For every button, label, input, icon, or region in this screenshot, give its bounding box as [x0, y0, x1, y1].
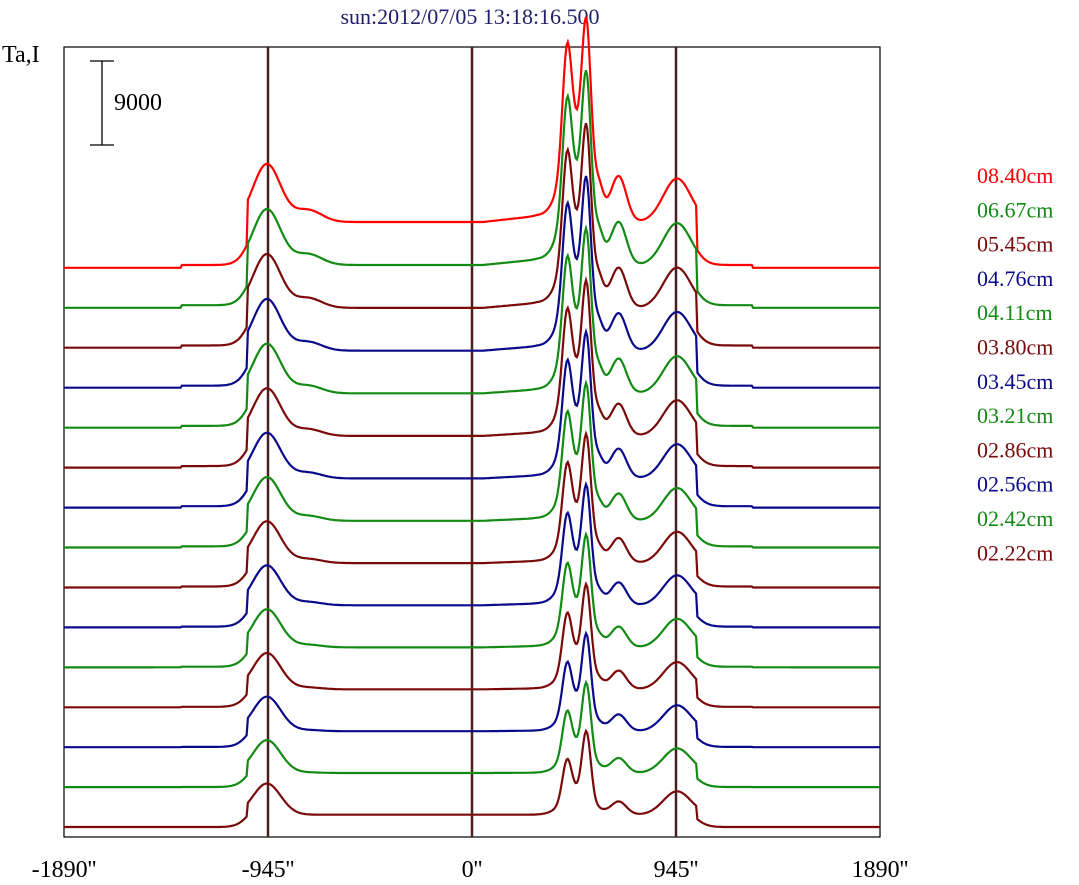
series-line	[64, 728, 880, 829]
legend-entry: 04.11cm	[977, 300, 1053, 325]
series-line	[64, 630, 880, 749]
legend-entry: 03.21cm	[977, 403, 1053, 428]
legend-entry: 05.45cm	[977, 232, 1053, 257]
series-line	[64, 430, 880, 589]
x-tick-label: 0''	[462, 857, 483, 883]
legend-entry: 02.86cm	[977, 437, 1053, 462]
series-line	[64, 175, 880, 389]
series-line	[64, 581, 880, 709]
chart-title: sun:2012/07/05 13:18:16.500	[340, 4, 599, 29]
legend-entry: 02.22cm	[977, 540, 1053, 565]
series-line	[64, 69, 880, 309]
series-line	[64, 679, 880, 789]
series-line	[64, 379, 880, 549]
y-axis-label: Ta,I	[2, 42, 40, 68]
scale-bar-label: 9000	[114, 90, 162, 116]
series-line	[64, 327, 880, 509]
x-tick-labels: -1890'' -945'' 0'' 945'' 1890''	[32, 857, 909, 883]
series-line	[64, 275, 880, 469]
series-line	[64, 223, 880, 429]
legend-entry: 03.80cm	[977, 335, 1053, 360]
legend-entry: 04.76cm	[977, 266, 1053, 291]
x-tick-label: -945''	[242, 857, 295, 883]
vertical-lines	[266, 47, 678, 837]
legend-entry: 08.40cm	[977, 163, 1053, 188]
legend: 08.40cm 06.67cm 05.45cm 04.76cm 04.11cm 03.80…	[977, 163, 1053, 565]
series-line	[64, 16, 880, 269]
series-line	[64, 123, 880, 349]
series-curves	[64, 16, 880, 829]
scale-bar: 9000	[90, 60, 162, 146]
series-line	[64, 480, 880, 629]
x-tick-label: -1890''	[32, 857, 97, 883]
legend-entry: 06.67cm	[977, 197, 1053, 222]
series-line	[64, 531, 880, 669]
legend-entry: 02.42cm	[977, 506, 1053, 531]
legend-entry: 02.56cm	[977, 472, 1053, 497]
legend-entry: 03.45cm	[977, 369, 1053, 394]
x-tick-label: 1890''	[852, 857, 909, 883]
x-tick-label: 945''	[654, 857, 699, 883]
